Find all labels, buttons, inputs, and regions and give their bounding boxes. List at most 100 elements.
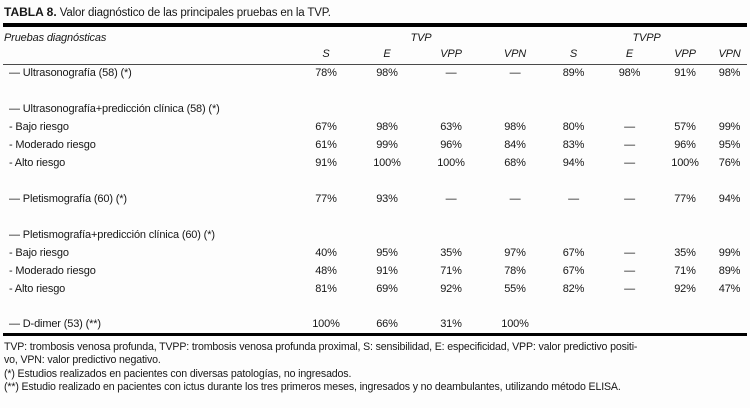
value-cell [546,316,601,334]
value-cell: 98% [376,121,398,133]
footnote-abbreviations-line2: vo, VPN: valor predictivo negativo. [4,354,161,366]
column-header: VPN [712,45,748,65]
column-header: E [601,45,659,65]
row-label: - Bajo riesgo [9,121,69,133]
value-cell [418,226,484,244]
column-header: VPP [418,45,484,65]
spacer-cell [3,82,747,100]
value-cell [484,226,546,244]
row-label: — D-dimer (53) (**) [9,318,101,331]
value-cell: 83% [562,139,585,151]
table-row: — D-dimer (53) (**) 100% 66% 31% 100% [3,316,747,334]
spacer-cell [3,298,747,316]
value-cell: 57% [674,121,696,133]
value-cell: 47% [718,283,741,295]
value-cell: 97% [504,247,526,259]
row-label: - Alto riesgo [9,157,66,169]
value-cell [601,100,658,118]
diagnostic-table: Pruebas diagnósticas TVP TVPP S E VPP VP… [3,27,748,336]
value-cell: — [624,283,635,295]
group-header-tvp: TVP [410,32,432,44]
row-label: — Ultrasonografía+predicción clínica (58… [9,103,220,115]
column-header: S [546,45,602,65]
table-header: Pruebas diagnósticas TVP TVPP S E VPP VP… [3,27,748,65]
value-cell: 82% [562,283,585,295]
value-cell: — [624,247,635,259]
value-cell: 77% [674,193,696,205]
value-cell: 94% [562,157,585,169]
row-label: - Alto riesgo [9,283,66,295]
value-cell [712,226,747,244]
value-cell: 99% [718,247,741,259]
value-cell: — [509,193,521,205]
value-cell: 99% [376,139,398,151]
spacer-row [3,82,747,100]
value-cell: 100% [671,157,699,169]
value-cell [484,100,546,118]
value-cell: — [624,139,635,151]
value-cell: 48% [315,265,337,277]
value-cell: 92% [440,283,462,295]
table-row: — Ultrasonografía (58) (*) 78% 98% — — 89% 98%… [3,64,747,82]
value-cell: 96% [440,139,462,151]
row-label: - Moderado riesgo [9,265,96,277]
value-cell: 93% [376,193,398,205]
value-cell [356,100,418,118]
group-label-row: — Ultrasonografía+predicción clínica (58… [3,100,747,118]
value-cell [658,316,712,334]
value-cell [712,100,747,118]
group-header-row: Pruebas diagnósticas TVP TVPP [3,27,747,65]
value-cell: — [624,121,635,133]
value-cell [546,100,601,118]
value-cell [418,100,484,118]
column-header: E [356,45,418,65]
value-cell: 91% [674,67,696,80]
value-cell [601,316,658,334]
table-row: - Moderado riesgo 48% 91% 71% 78% 67% — 71% 89% [3,262,747,280]
value-cell: 95% [718,139,741,151]
value-cell [546,226,601,244]
value-cell: 92% [674,283,696,295]
row-label: — Pletismografía+predicción clínica (60)… [9,229,215,241]
value-cell: — [624,193,635,205]
value-cell: 67% [562,247,585,259]
table-row: - Alto riesgo 81% 69% 92% 55% 82% — 92% 47% [3,280,747,298]
group-label-row: — Pletismografía+predicción clínica (60)… [3,226,747,244]
column-header: S [296,45,356,65]
value-cell: 100% [437,157,465,169]
value-cell: 68% [504,157,526,169]
value-cell: 89% [718,265,741,277]
value-cell: 78% [315,67,337,80]
spacer-cell [3,172,747,190]
value-cell: 98% [504,121,526,133]
spacer-cell [3,208,747,226]
value-cell: — [568,193,579,205]
row-label: - Moderado riesgo [9,139,96,151]
table-title: TABLA 8. Valor diagnóstico de las princi… [3,2,747,27]
footnote-single-asterisk: (*) Estudios realizados en pacientes con… [4,367,352,380]
spacer-row [3,208,747,226]
value-cell: 84% [504,139,526,151]
value-cell: 99% [718,121,741,133]
table-row: — Pletismografía (60) (*) 77% 93% — — — — 77% 94… [3,190,747,208]
value-cell [601,226,658,244]
table-row: - Bajo riesgo 40% 95% 35% 97% 67% — 35% 99% [3,244,747,262]
row-label: — Pletismografía (60) (*) [9,193,127,205]
value-cell: 55% [504,283,526,295]
value-cell: 100% [373,157,401,169]
column-header-row: S E VPP VPN S E VPP VPN [3,45,748,65]
value-cell: 40% [315,247,337,259]
spacer-row [3,298,747,316]
value-cell: 69% [376,283,398,295]
value-cell: 67% [315,121,337,133]
value-cell: 98% [718,67,741,80]
group-header-tvpp: TVPP [632,32,661,44]
table-row: - Moderado riesgo 61% 99% 96% 84% 83% — 96% 95% [3,136,747,154]
footnotes: TVP: trombosis venosa profunda, TVPP: tr… [3,341,747,395]
value-cell: 66% [376,318,398,331]
value-cell: 94% [718,193,741,205]
value-cell [296,226,356,244]
value-cell: 96% [674,139,696,151]
table-caption: Valor diagnóstico de las principales pru… [59,7,331,19]
